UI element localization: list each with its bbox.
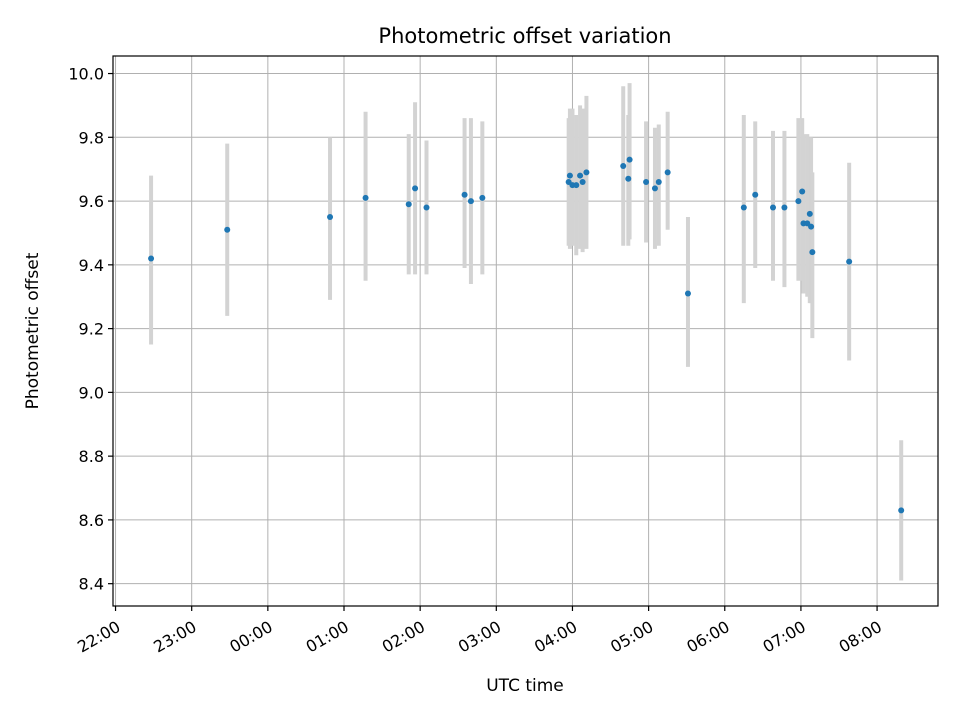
data-point — [770, 204, 776, 211]
data-point — [625, 175, 632, 182]
data-point — [806, 210, 813, 217]
data-point — [148, 255, 155, 262]
y-tick-label: 9.8 — [79, 128, 104, 147]
y-tick-label: 9.2 — [79, 320, 104, 339]
data-point — [583, 169, 590, 176]
data-point — [655, 178, 662, 185]
y-tick-label: 10.0 — [68, 65, 104, 84]
data-point — [799, 188, 806, 195]
chart-title: Photometric offset variation — [378, 24, 671, 48]
data-point — [405, 201, 412, 208]
data-point — [809, 249, 816, 256]
data-point — [423, 204, 430, 211]
data-point — [795, 198, 802, 205]
data-point — [781, 204, 788, 211]
data-point — [461, 191, 468, 198]
data-point — [573, 182, 580, 189]
data-point — [740, 204, 747, 211]
y-tick-label: 9.4 — [79, 256, 104, 275]
data-point — [412, 185, 419, 192]
plot-frame — [112, 55, 939, 607]
y-tick-label: 9.6 — [79, 192, 104, 211]
data-point — [643, 178, 650, 185]
data-point — [467, 198, 474, 205]
data-point — [651, 185, 658, 192]
y-tick-label: 9.0 — [79, 383, 104, 402]
data-point — [684, 290, 691, 297]
data-point — [224, 226, 231, 233]
data-point — [362, 194, 369, 201]
data-point — [752, 191, 759, 198]
data-point — [620, 163, 627, 169]
data-points — [148, 156, 905, 514]
data-point — [626, 156, 633, 163]
data-point — [566, 172, 573, 179]
data-point — [579, 178, 586, 185]
x-axis-label: UTC time — [486, 676, 564, 696]
data-point — [898, 507, 905, 514]
data-point — [808, 223, 815, 230]
data-point — [846, 258, 853, 265]
y-tick-label: 8.4 — [79, 575, 104, 594]
y-tick-label: 8.8 — [79, 447, 104, 466]
data-point — [577, 172, 584, 179]
data-point — [327, 214, 334, 221]
data-point — [664, 169, 671, 176]
y-axis-ticks: 8.4 8.6 8.8 9.0 9.2 9.4 9.6 9.8 10.0 — [68, 65, 113, 594]
y-axis-label: Photometric offset — [23, 252, 43, 409]
data-point — [479, 194, 486, 201]
y-tick-label: 8.6 — [79, 511, 104, 530]
